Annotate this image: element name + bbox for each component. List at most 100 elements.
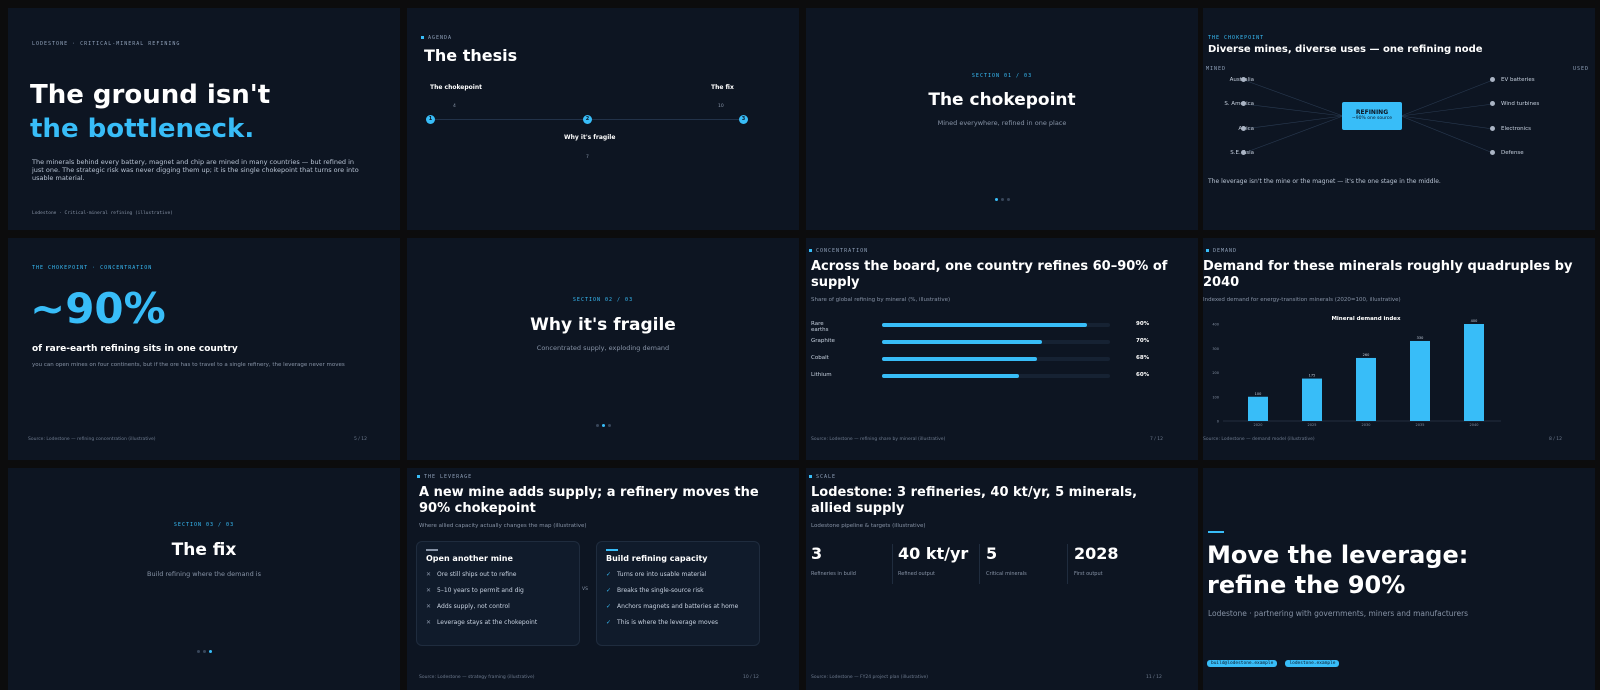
refining-node-subtitle: ~90% one source xyxy=(1352,116,1392,121)
slide-kicker: DEMAND xyxy=(1206,248,1237,254)
agenda-item-1-marker[interactable]: 1 xyxy=(426,115,435,124)
bar-track xyxy=(882,374,1110,378)
slide-7-hbar-chart[interactable]: CONCENTRATION Across the board, one coun… xyxy=(806,238,1198,460)
bar-value-label: 60% xyxy=(1136,372,1150,378)
bar-value-label: 400 xyxy=(1471,319,1478,323)
section-subtitle: Mined everywhere, refined in one place xyxy=(937,119,1067,127)
bar-track xyxy=(882,323,1110,327)
slide-title-line2: the bottleneck. xyxy=(30,114,255,144)
list-item: ✕ Ore still ships out to refine xyxy=(426,571,516,578)
x-icon: ✕ xyxy=(426,619,432,626)
x-tick-label: 2030 xyxy=(1362,423,1371,427)
agenda-item-2-page: 7 xyxy=(586,155,589,160)
slide-10-comparison[interactable]: THE LEVERAGE A new mine adds supply; a r… xyxy=(407,468,799,690)
diagram-caption: The leverage isn't the mine or the magne… xyxy=(1208,178,1441,185)
slide-kicker: THE CHOKEPOINT · CONCENTRATION xyxy=(32,265,153,271)
section-progress-dots xyxy=(8,646,400,653)
agenda-item-2-marker[interactable]: 2 xyxy=(583,115,592,124)
email-tag[interactable]: build@lodestone.example xyxy=(1207,660,1278,667)
refining-node[interactable]: REFINING ~90% one source xyxy=(1342,102,1402,130)
page-number: 11 / 12 xyxy=(1146,675,1162,680)
slide-3-section[interactable]: SECTION 01 / 03 The chokepoint Mined eve… xyxy=(806,8,1198,230)
agenda-item-3-label: The fix xyxy=(711,84,734,91)
bar xyxy=(882,323,1088,327)
list-item-text: Breaks the single-source risk xyxy=(617,587,704,594)
vs-label: VS xyxy=(582,587,588,592)
page-number: 10 / 12 xyxy=(743,675,759,680)
progress-dot-2 xyxy=(202,650,206,653)
use-wind-turbines: Wind turbines xyxy=(1501,101,1540,107)
slide-footer: Source: Lodestone — strategy framing (il… xyxy=(419,675,535,680)
bar xyxy=(1464,324,1484,421)
bar xyxy=(1410,340,1430,421)
website-tag[interactable]: lodestone.example xyxy=(1285,660,1340,667)
slide-kicker: AGENDA xyxy=(421,35,452,41)
slide-9-section[interactable]: SECTION 03 / 03 The fix Build refining w… xyxy=(8,468,400,690)
stat-value: 3 xyxy=(811,544,823,563)
y-tick-label: 200 xyxy=(1212,371,1219,375)
list-item-text: 5–10 years to permit and dig xyxy=(437,587,524,594)
slide-6-section[interactable]: SECTION 02 / 03 Why it's fragile Concent… xyxy=(407,238,799,460)
section-subtitle: Concentrated supply, exploding demand xyxy=(536,344,670,352)
page-number: 8 / 12 xyxy=(1549,437,1562,442)
stat-label: Refined output xyxy=(898,571,935,577)
use-ev-batteries: EV batteries xyxy=(1501,77,1535,83)
slide-2-agenda[interactable]: AGENDA The thesis The chokepoint 4 1 2 W… xyxy=(407,8,799,230)
bar-value-label: 90% xyxy=(1136,321,1150,327)
slide-kicker: THE LEVERAGE xyxy=(417,474,472,480)
y-tick-label: 300 xyxy=(1212,347,1219,351)
progress-dot-3 xyxy=(208,650,212,653)
bar xyxy=(882,374,1019,378)
progress-dot-1 xyxy=(595,424,599,427)
slide-kicker: THE CHOKEPOINT xyxy=(1208,35,1265,41)
list-item: ✕ Leverage stays at the chokepoint xyxy=(426,619,537,626)
square-bullet-icon xyxy=(1206,249,1209,252)
bar xyxy=(882,340,1042,344)
square-bullet-icon xyxy=(417,475,420,478)
bar-value-label: 260 xyxy=(1363,353,1370,357)
node-dot xyxy=(1490,126,1495,131)
slide-title: Across the board, one country refines 60… xyxy=(811,259,1168,290)
slide-11-scale-stats[interactable]: SCALE Lodestone: 3 refineries, 40 kt/yr,… xyxy=(806,468,1198,690)
node-dot xyxy=(1241,77,1246,82)
progress-dot-2 xyxy=(1000,198,1004,201)
slide-title: A new mine adds supply; a refinery moves… xyxy=(419,485,759,516)
slide-kicker: LODESTONE · CRITICAL-MINERAL REFINING xyxy=(32,41,181,47)
bar-category-label: Rare earths xyxy=(811,321,829,333)
square-bullet-icon xyxy=(809,475,812,478)
bar xyxy=(882,357,1038,361)
contact-tags: build@lodestone.example lodestone.exampl… xyxy=(1207,649,1340,668)
bar xyxy=(1356,357,1376,421)
kicker-text: THE LEVERAGE xyxy=(424,474,473,480)
x-tick-label: 2035 xyxy=(1416,423,1425,427)
chart-title: Mineral demand index xyxy=(1331,316,1401,322)
x-tick-label: 2040 xyxy=(1470,423,1479,427)
stat-label: Critical minerals xyxy=(986,571,1027,577)
list-item: ✓ This is where the leverage moves xyxy=(606,619,718,626)
section-kicker: SECTION 02 / 03 xyxy=(572,297,634,303)
node-dot xyxy=(1490,77,1495,82)
bar-value-label: 68% xyxy=(1136,355,1150,361)
slide-footer: Source: Lodestone — refining share by mi… xyxy=(811,437,946,442)
card-open-mine[interactable]: Open another mine ✕ Ore still ships out t… xyxy=(416,541,580,646)
agenda-item-3-marker[interactable]: 3 xyxy=(739,115,748,124)
closing-title-line2: refine the 90% xyxy=(1207,571,1406,599)
slide-4-flow-diagram[interactable]: THE CHOKEPOINT Diverse mines, diverse us… xyxy=(1203,8,1595,230)
list-item: ✓ Turns ore into usable material xyxy=(606,571,707,578)
slide-8-bar-chart[interactable]: DEMAND Demand for these minerals roughly… xyxy=(1203,238,1595,460)
bar-track xyxy=(882,357,1110,361)
section-title: The chokepoint xyxy=(928,90,1076,110)
card-build-refining[interactable]: Build refining capacity ✓ Turns ore into … xyxy=(596,541,760,646)
slide-12-closing[interactable]: Move the leverage: refine the 90% Lodest… xyxy=(1203,468,1595,690)
node-dot xyxy=(1490,101,1495,106)
slide-title: Lodestone: 3 refineries, 40 kt/yr, 5 min… xyxy=(811,485,1138,516)
kicker-text: AGENDA xyxy=(428,35,453,41)
card-accent xyxy=(606,549,618,551)
mined-source-s-america: S. America xyxy=(1224,101,1254,107)
section-title: The fix xyxy=(171,540,237,560)
slide-1-title[interactable]: LODESTONE · CRITICAL-MINERAL REFINING Th… xyxy=(8,8,400,230)
bar-value-label: 330 xyxy=(1417,336,1424,340)
page-number: 5 / 12 xyxy=(354,437,367,442)
refining-node-title: REFINING xyxy=(1355,109,1389,116)
slide-5-big-stat[interactable]: THE CHOKEPOINT · CONCENTRATION ~90% of r… xyxy=(8,238,400,460)
